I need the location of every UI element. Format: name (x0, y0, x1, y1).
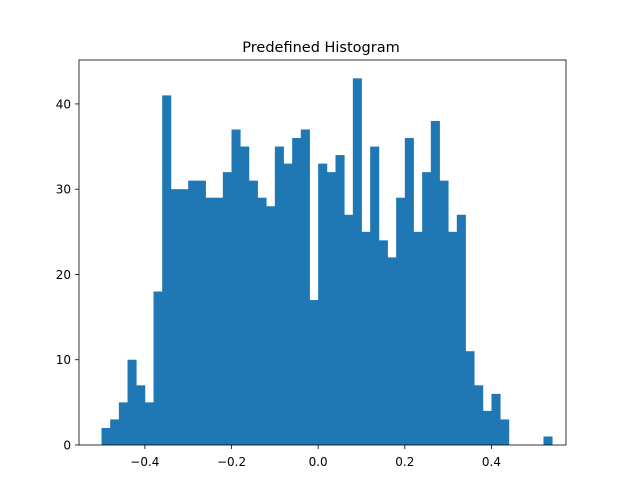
bars-group (101, 78, 553, 446)
histogram-bar (344, 214, 354, 445)
y-tick-label: 40 (56, 97, 71, 111)
histogram-bar (318, 163, 328, 445)
histogram-bar (326, 172, 336, 446)
y-tick-label: 0 (63, 439, 71, 453)
x-tick-label: 0.2 (395, 455, 414, 469)
x-tick-label: −0.4 (130, 455, 159, 469)
histogram-bar (118, 402, 128, 445)
histogram-bar (465, 351, 475, 445)
histogram-bar (413, 231, 423, 445)
histogram-bar (153, 291, 163, 445)
histogram-bar (422, 172, 432, 446)
histogram-bar (110, 419, 120, 445)
x-tick-label: 0.4 (482, 455, 501, 469)
y-axis-ticks: 0 10 20 30 40 (56, 97, 79, 453)
histogram-bar (361, 231, 371, 445)
histogram-bar (144, 402, 154, 445)
histogram-bar (240, 146, 250, 445)
y-tick-label: 30 (56, 183, 71, 197)
histogram-bar (300, 129, 310, 445)
histogram-bar (136, 385, 146, 445)
histogram-bar (257, 197, 267, 445)
y-tick-label: 10 (56, 353, 71, 367)
x-axis-ticks: −0.4 −0.2 0.0 0.2 0.4 (130, 445, 501, 469)
histogram-bar (188, 180, 198, 445)
histogram-bar (448, 231, 458, 445)
histogram-bar (101, 427, 111, 445)
histogram-bar (439, 180, 449, 445)
histogram-bar (387, 257, 397, 445)
histogram-bar (127, 359, 137, 445)
histogram-bar (248, 180, 258, 445)
histogram-bar (430, 120, 440, 445)
histogram-bar (456, 214, 466, 445)
histogram-bar (396, 197, 406, 445)
x-tick-label: 0.0 (309, 455, 328, 469)
histogram-bar (274, 146, 284, 445)
x-tick-label: −0.2 (217, 455, 246, 469)
histogram-bar (370, 146, 380, 445)
histogram-bar (214, 197, 224, 445)
histogram-bar (335, 155, 345, 445)
histogram-bar (378, 240, 388, 445)
histogram-bar (309, 300, 319, 445)
histogram-bar (482, 410, 492, 445)
histogram-bar (170, 189, 180, 445)
y-tick-label: 20 (56, 268, 71, 282)
histogram-bar (292, 138, 302, 445)
chart-title: Predefined Histogram (242, 40, 399, 56)
histogram-bar (222, 172, 232, 446)
histogram-bar (162, 95, 172, 445)
histogram-bar (352, 78, 362, 445)
histogram-bar (500, 419, 510, 445)
histogram-bar (179, 189, 189, 445)
plot-frame (78, 59, 567, 446)
histogram-bar (404, 138, 414, 445)
histogram-bar (205, 197, 215, 445)
histogram-bar (474, 385, 484, 445)
histogram-bar (283, 163, 293, 445)
histogram-bar (266, 206, 276, 445)
histogram-bar (231, 129, 241, 445)
histogram-bar (491, 393, 501, 445)
histogram-bar (196, 180, 206, 445)
histogram-bar (543, 436, 553, 445)
